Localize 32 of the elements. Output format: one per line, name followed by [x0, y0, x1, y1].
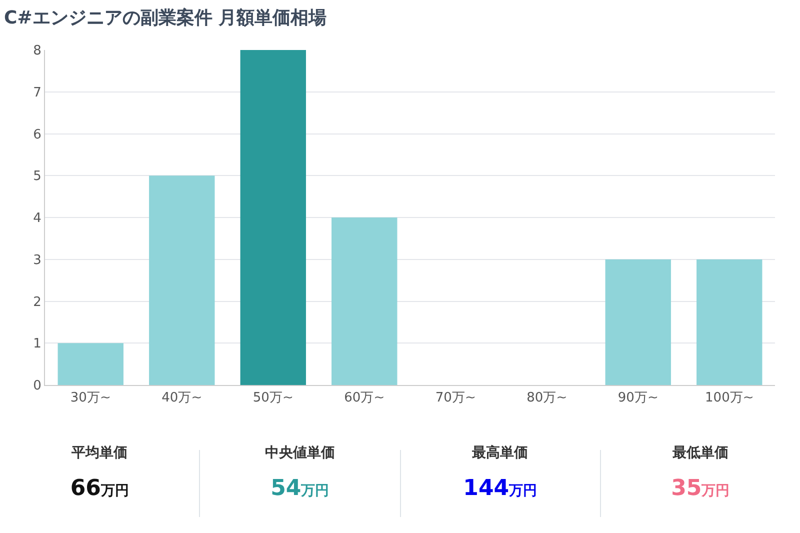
x-tick-label: 100万~ [705, 390, 754, 406]
category-label: 最低単価 [671, 444, 730, 462]
x-tick-label: 40万~ [162, 390, 202, 406]
text: 35万円 [671, 476, 730, 501]
category-label: 中央値単価 [264, 444, 336, 462]
x-tick-label: 90万~ [618, 390, 658, 406]
bar [696, 259, 762, 385]
category-label: 平均単価 [70, 444, 129, 462]
y-tick-label: 8 [33, 44, 42, 59]
bar [149, 176, 215, 385]
text: 66万円 [70, 476, 129, 501]
category-label: 最高単価 [471, 444, 530, 462]
bar [240, 50, 306, 385]
text: 54万円 [270, 476, 330, 501]
y-tick-label: 2 [33, 294, 42, 310]
text: 144万円 [463, 476, 538, 501]
x-tick-label: 80万~ [526, 390, 568, 406]
chart-title: C#エンジニアの副業案件 月額単価相場 [4, 7, 327, 28]
bar [58, 343, 124, 385]
y-tick-label: 3 [33, 252, 42, 268]
bar [605, 259, 671, 385]
y-tick-label: 0 [33, 378, 42, 394]
x-tick-label: 30万~ [70, 390, 111, 406]
y-tick-label: 5 [33, 169, 42, 184]
bar [332, 218, 398, 385]
y-tick-label: 6 [33, 127, 42, 142]
x-tick-label: 70万~ [435, 390, 476, 406]
x-tick-label: 60万~ [344, 390, 385, 406]
y-tick-label: 4 [33, 211, 42, 226]
y-tick-label: 7 [33, 85, 42, 100]
x-tick-label: 50万~ [252, 390, 294, 406]
y-tick-label: 1 [33, 336, 42, 352]
